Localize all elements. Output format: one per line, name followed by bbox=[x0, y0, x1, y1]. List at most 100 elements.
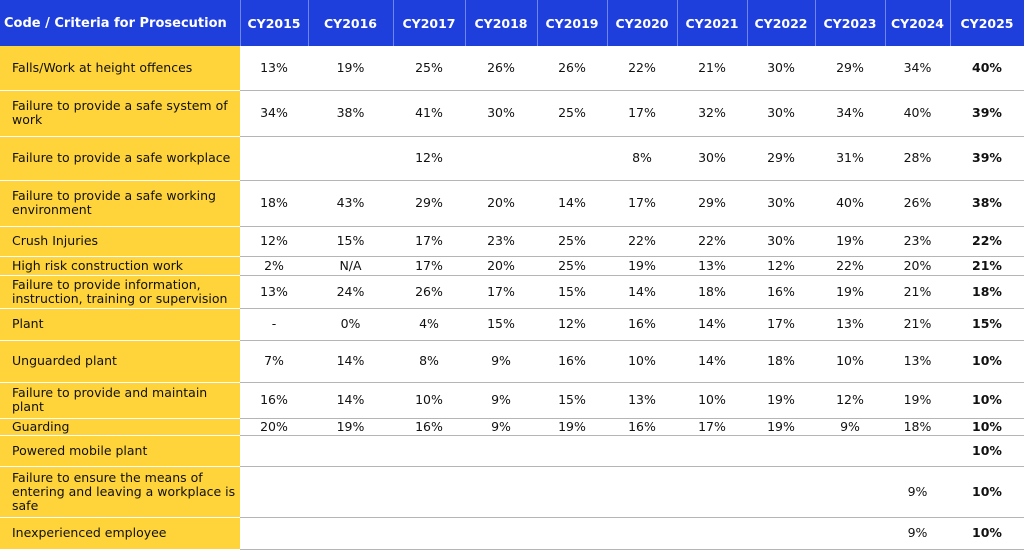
percent-cell: 15% bbox=[465, 308, 537, 341]
percent-cell: 19% bbox=[308, 46, 393, 91]
percent-cell: 29% bbox=[393, 180, 465, 227]
criteria-label: Failure to provide a safe system of work bbox=[0, 90, 240, 137]
percent-cell: 14% bbox=[677, 340, 747, 383]
percent-cell: 41% bbox=[393, 90, 465, 137]
percent-cell: 16% bbox=[747, 275, 815, 309]
percent-cell bbox=[537, 466, 607, 518]
percent-cell: 10% bbox=[393, 382, 465, 419]
criteria-label: Plant bbox=[0, 308, 240, 341]
percent-cell bbox=[607, 435, 677, 467]
percent-cell: 21% bbox=[885, 275, 950, 309]
criteria-label: Powered mobile plant bbox=[0, 435, 240, 467]
percent-cell: 25% bbox=[537, 256, 607, 276]
percent-cell: 18% bbox=[240, 180, 308, 227]
percent-cell: 10% bbox=[950, 340, 1024, 383]
criteria-label: Falls/Work at height offences bbox=[0, 46, 240, 91]
percent-cell: 22% bbox=[607, 226, 677, 257]
percent-cell: 16% bbox=[537, 340, 607, 383]
criteria-label: Failure to ensure the means of entering … bbox=[0, 466, 240, 518]
criteria-label: Crush Injuries bbox=[0, 226, 240, 257]
criteria-label: Inexperienced employee bbox=[0, 517, 240, 550]
percent-cell: 29% bbox=[747, 136, 815, 181]
percent-cell bbox=[607, 517, 677, 550]
percent-cell bbox=[393, 435, 465, 467]
percent-cell: 19% bbox=[815, 275, 885, 309]
percent-cell bbox=[240, 435, 308, 467]
percent-cell: 12% bbox=[537, 308, 607, 341]
percent-cell bbox=[240, 517, 308, 550]
percent-cell: 22% bbox=[815, 256, 885, 276]
percent-cell: 19% bbox=[747, 418, 815, 436]
percent-cell: 15% bbox=[537, 275, 607, 309]
table-row: Plant -0% 4% 15% 12% 16% 14% 17% 13% 21% 15% bbox=[0, 308, 1024, 341]
percent-cell: - bbox=[240, 308, 308, 341]
percent-cell: 16% bbox=[607, 308, 677, 341]
percent-cell: 34% bbox=[885, 46, 950, 91]
percent-cell: 30% bbox=[747, 180, 815, 227]
percent-cell: 4% bbox=[393, 308, 465, 341]
percent-cell: 8% bbox=[393, 340, 465, 383]
header-year: CY2023 bbox=[815, 0, 886, 46]
header-year: CY2015 bbox=[240, 0, 309, 46]
header-year: CY2017 bbox=[393, 0, 466, 46]
percent-cell: 34% bbox=[240, 90, 308, 137]
percent-cell: 43% bbox=[308, 180, 393, 227]
percent-cell bbox=[393, 517, 465, 550]
percent-cell: 20% bbox=[465, 180, 537, 227]
percent-cell: 38% bbox=[950, 180, 1024, 227]
criteria-label: Failure to provide a safe workplace bbox=[0, 136, 240, 181]
percent-cell bbox=[308, 466, 393, 518]
percent-cell: 9% bbox=[465, 418, 537, 436]
percent-cell: 18% bbox=[747, 340, 815, 383]
percent-cell bbox=[240, 136, 308, 181]
percent-cell: 17% bbox=[677, 418, 747, 436]
percent-cell: 16% bbox=[393, 418, 465, 436]
table-row: Crush Injuries 12% 15% 17% 23% 25% 22% 22% 30% 19… bbox=[0, 226, 1024, 257]
percent-cell: 30% bbox=[747, 90, 815, 137]
percent-cell: 29% bbox=[815, 46, 885, 91]
percent-cell bbox=[240, 466, 308, 518]
percent-cell: 40% bbox=[815, 180, 885, 227]
header-year: CY2025 bbox=[950, 0, 1024, 46]
table-row: Guarding 20% 19% 16% 9% 19% 16% 17% 19% 9% 18% 10% bbox=[0, 418, 1024, 436]
percent-cell: 16% bbox=[607, 418, 677, 436]
percent-cell bbox=[393, 466, 465, 518]
percent-cell: 14% bbox=[308, 382, 393, 419]
percent-cell: 9% bbox=[815, 418, 885, 436]
percent-cell: 12% bbox=[393, 136, 465, 181]
percent-cell: 10% bbox=[815, 340, 885, 383]
percent-cell: 32% bbox=[677, 90, 747, 137]
table-row: Failure to provide and maintain plant 16%… bbox=[0, 382, 1024, 419]
header-year: CY2019 bbox=[537, 0, 608, 46]
percent-cell: 0% bbox=[308, 308, 393, 341]
percent-cell bbox=[677, 466, 747, 518]
percent-cell bbox=[885, 435, 950, 467]
percent-cell bbox=[677, 435, 747, 467]
percent-cell bbox=[465, 136, 537, 181]
percent-cell: 19% bbox=[308, 418, 393, 436]
criteria-label: Unguarded plant bbox=[0, 340, 240, 383]
percent-cell: 20% bbox=[885, 256, 950, 276]
percent-cell: 15% bbox=[537, 382, 607, 419]
percent-cell: 14% bbox=[677, 308, 747, 341]
header-year: CY2022 bbox=[747, 0, 816, 46]
percent-cell: 22% bbox=[950, 226, 1024, 257]
percent-cell: 19% bbox=[747, 382, 815, 419]
percent-cell bbox=[815, 466, 885, 518]
percent-cell: 18% bbox=[677, 275, 747, 309]
criteria-label: Failure to provide and maintain plant bbox=[0, 382, 240, 419]
header-year: CY2020 bbox=[607, 0, 678, 46]
percent-cell: 13% bbox=[240, 275, 308, 309]
header-year: CY2016 bbox=[308, 0, 394, 46]
percent-cell: 30% bbox=[465, 90, 537, 137]
percent-cell: 16% bbox=[240, 382, 308, 419]
percent-cell: 9% bbox=[885, 466, 950, 518]
criteria-label: Failure to provide a safe working enviro… bbox=[0, 180, 240, 227]
header-year: CY2024 bbox=[885, 0, 951, 46]
criteria-label: High risk construction work bbox=[0, 256, 240, 276]
percent-cell: 15% bbox=[950, 308, 1024, 341]
percent-cell: 7% bbox=[240, 340, 308, 383]
percent-cell: N/A bbox=[308, 256, 393, 276]
percent-cell bbox=[537, 517, 607, 550]
